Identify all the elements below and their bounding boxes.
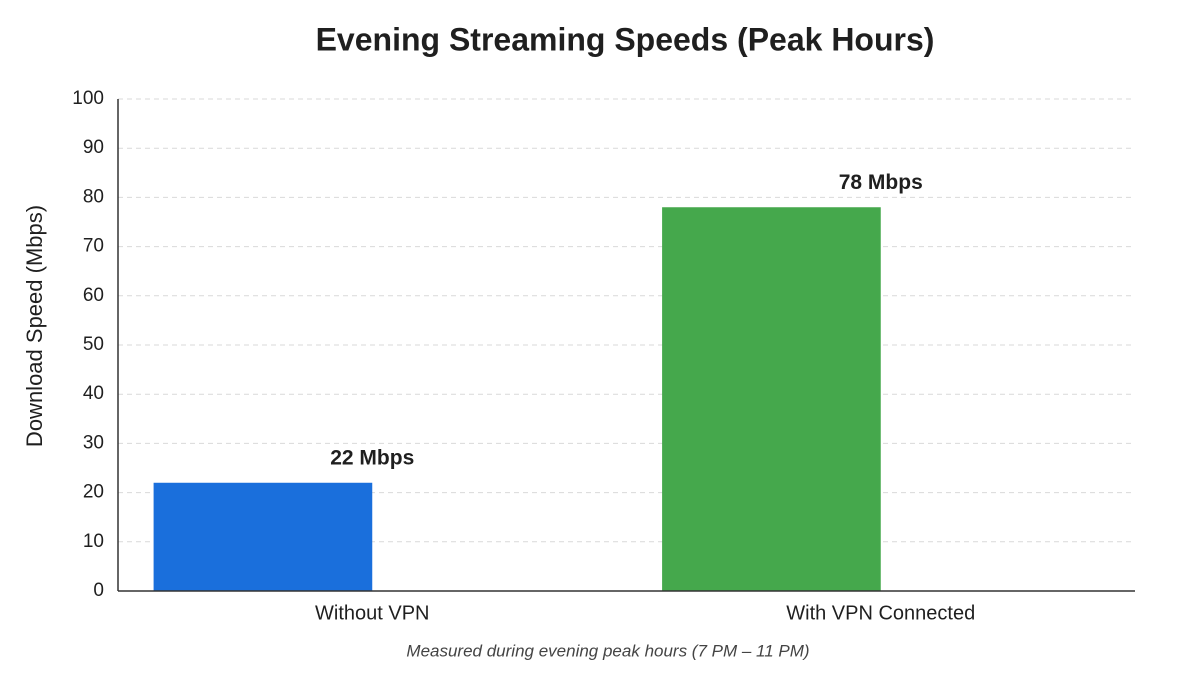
y-tick-label: 60 [83,285,104,306]
y-tick-label: 70 [83,236,104,257]
caption: Measured during evening peak hours (7 PM… [406,641,809,660]
y-tick-label: 100 [72,88,104,109]
y-tick-label: 40 [83,383,104,404]
y-tick-label: 0 [93,580,104,601]
y-axis-label: Download Speed (Mbps) [22,205,47,447]
value-label: 22 Mbps [330,446,414,469]
bar [662,207,881,592]
y-tick-label: 50 [83,334,104,355]
y-tick-label: 80 [83,186,104,207]
chart-title: Evening Streaming Speeds (Peak Hours) [316,21,935,57]
y-tick-label: 90 [83,137,104,158]
y-tick-label: 30 [83,432,104,453]
y-tick-label: 20 [83,482,104,503]
y-tick-label: 10 [83,531,104,552]
x-tick-label: With VPN Connected [786,602,975,624]
bar [153,482,373,591]
value-label: 78 Mbps [839,171,923,194]
x-tick-label: Without VPN [315,602,429,624]
